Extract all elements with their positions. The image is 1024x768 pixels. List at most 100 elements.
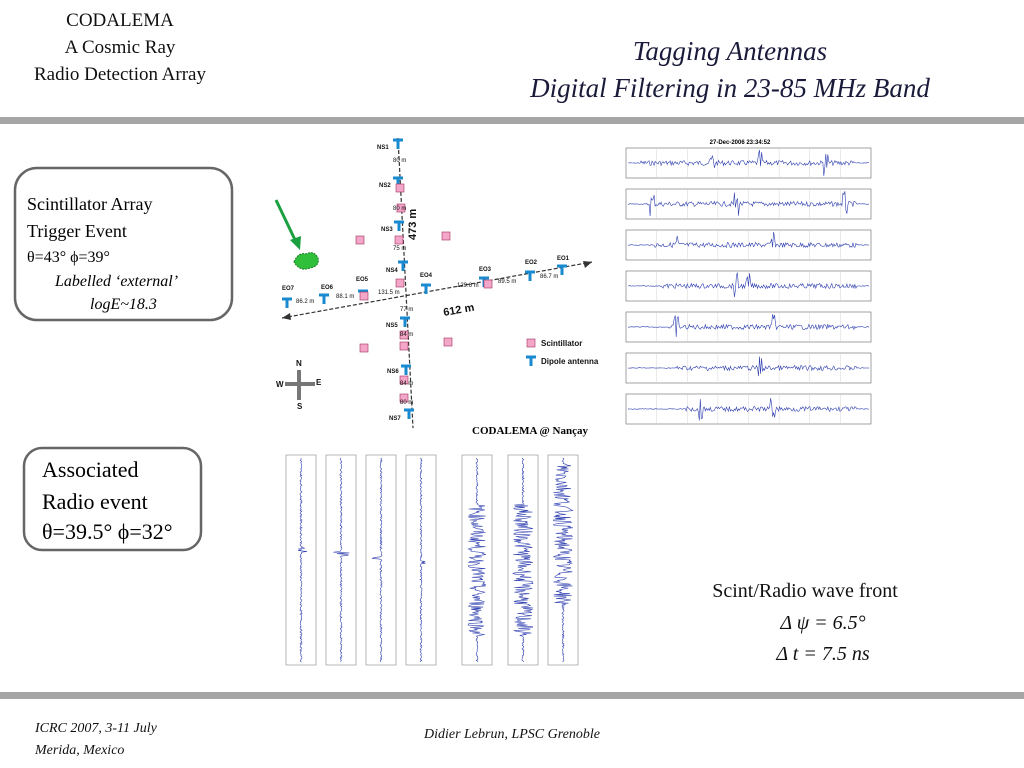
waveform-header: 27-Dec-2006 23:34:52	[710, 140, 771, 146]
trace	[333, 457, 350, 663]
legend-swatch	[526, 355, 536, 366]
map-label: NS6	[387, 369, 399, 375]
map-label: EO4	[420, 273, 433, 279]
arrowhead	[290, 236, 301, 250]
divider	[0, 692, 1024, 699]
box-line: Radio event	[42, 489, 148, 514]
arrowhead	[583, 261, 592, 268]
waveform-panel	[285, 454, 579, 666]
map-caption: CODALEMA @ Nançay	[472, 425, 588, 437]
arrowhead	[282, 313, 291, 320]
map-label: NS5	[386, 323, 398, 329]
map-length: 612 m	[442, 302, 475, 319]
header-line: CODALEMA	[66, 10, 174, 31]
map-label: NS2	[379, 183, 391, 189]
trace	[419, 457, 426, 663]
map-label: 86.7 m	[540, 274, 558, 280]
eo-axis	[281, 261, 593, 319]
map-label: EO1	[557, 256, 570, 262]
scintillator	[399, 375, 409, 385]
shower-core	[293, 252, 319, 270]
scintillator	[443, 337, 453, 347]
box-line: Associated	[42, 457, 139, 482]
footer-center: Didier Lebrun, LPSC Grenoble	[423, 727, 600, 742]
scintillator	[441, 231, 451, 241]
map-label: EO6	[321, 285, 334, 291]
trace	[627, 356, 870, 377]
scintillator	[483, 279, 493, 289]
wavefront-line: Δ ψ = 6.5°	[779, 612, 865, 634]
scintillator	[399, 341, 409, 351]
trace	[627, 398, 870, 421]
legend-label: Scintillator	[541, 339, 582, 348]
compass	[285, 370, 315, 400]
map-length: 473 m	[407, 209, 419, 240]
trace	[627, 272, 870, 298]
scintillator	[395, 183, 405, 193]
scintillator	[355, 235, 365, 245]
box-line: θ=43° ϕ=39°	[27, 249, 110, 266]
compass-label: W	[276, 380, 284, 389]
map-label: NS4	[386, 268, 398, 274]
scintillator	[394, 235, 404, 245]
trace	[627, 191, 870, 217]
legend-label: Dipole antenna	[541, 357, 599, 366]
wavefront-line: Scint/Radio wave front	[712, 580, 898, 602]
map-label: 80 m	[400, 400, 413, 406]
compass-label: N	[296, 359, 302, 368]
title: Digital Filtering in 23-85 MHz Band	[529, 73, 930, 103]
footer-line: Merida, Mexico	[34, 743, 124, 758]
map-label: EO5	[356, 277, 369, 283]
map-label: 77 m	[400, 307, 413, 313]
trace	[628, 149, 870, 176]
array-map: NS1 NS2 NS3 NS4 NS5 NS6 NS7 EO1 EO2 EO3 …	[274, 137, 599, 437]
scintillator	[359, 291, 369, 301]
trace	[512, 457, 534, 663]
dipole-antenna	[557, 264, 567, 275]
scintillator	[359, 343, 369, 353]
map-label: 80 m	[393, 206, 406, 212]
trace-frame	[285, 454, 317, 666]
footer-line: ICRC 2007, 3-11 July	[34, 721, 158, 736]
map-label: NS7	[389, 416, 401, 422]
map-label: EO7	[282, 286, 295, 292]
map-label: 131.5 m	[378, 290, 400, 296]
box-line: Scintillator Array	[27, 194, 152, 214]
trace	[627, 314, 870, 337]
map-label: NS1	[377, 145, 389, 151]
map-label: EO3	[479, 267, 492, 273]
map-label: NS3	[381, 227, 393, 233]
trace	[371, 457, 383, 663]
header-line: A Cosmic Ray	[65, 37, 176, 58]
map-label: 86.2 m	[296, 299, 314, 305]
compass-label: E	[316, 378, 322, 387]
trace	[552, 457, 574, 663]
box-line: logE~18.3	[90, 296, 157, 313]
wavefront-line: Δ t = 7.5 ns	[775, 643, 869, 665]
map-label: 88.1 m	[336, 294, 354, 300]
map-label: 89.5 m	[498, 279, 516, 285]
divider	[0, 117, 1024, 124]
dipole-antenna	[282, 297, 292, 308]
compass-label: S	[297, 402, 303, 411]
dipole-antenna	[393, 138, 403, 149]
dipole-antenna	[400, 316, 410, 327]
pointer-arrow	[274, 199, 299, 245]
box-line: θ=39.5° ϕ=32°	[42, 519, 173, 544]
legend-swatch	[526, 338, 536, 348]
waveform-panel: 27-Dec-2006 23:34:52	[625, 140, 872, 425]
dipole-antenna	[401, 364, 411, 375]
title: Tagging Antennas	[633, 36, 827, 66]
box-line: Labelled ‘external’	[54, 273, 178, 290]
scintillator	[395, 278, 405, 288]
map-label: 84 m	[400, 381, 413, 387]
trace	[467, 457, 487, 663]
header-line: Radio Detection Array	[34, 64, 207, 85]
callout-box	[22, 446, 203, 552]
map-label: 129.6 m	[457, 283, 479, 289]
scintillator	[396, 203, 406, 213]
scintillator	[399, 393, 409, 403]
box-line: Trigger Event	[27, 221, 127, 241]
scintillator	[399, 330, 409, 340]
